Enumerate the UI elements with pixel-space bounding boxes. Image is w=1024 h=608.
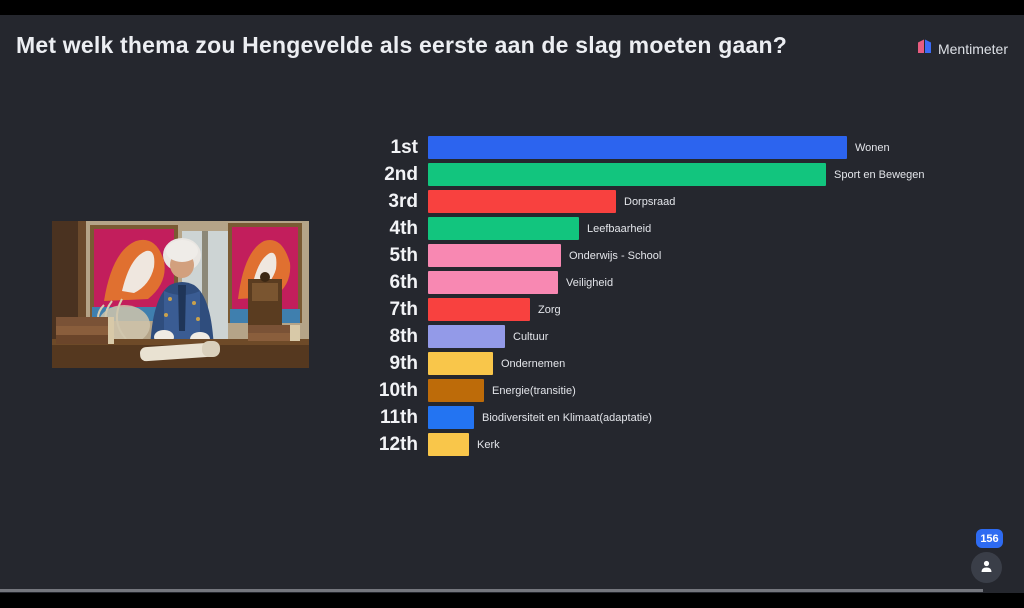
rank-label: 9th (389, 353, 419, 374)
chart-row: 5th Onderwijs - School (360, 244, 925, 267)
ranking-bar (428, 163, 826, 186)
chart-row: 3rd Dorpsraad (360, 190, 925, 213)
mentimeter-wordmark: Mentimeter (937, 41, 1008, 57)
rank-label: 2nd (384, 164, 418, 185)
rank-label: 7th (389, 299, 419, 320)
participants-count-badge: 156 (976, 529, 1003, 548)
bar-option-label: Wonen (855, 141, 890, 154)
video-progress-bar[interactable] (0, 589, 983, 592)
ranking-chart: 1st Wonen 2nd Sport en Bewegen 3rd Dorpsraad 4… (360, 136, 925, 460)
ranking-bar (428, 136, 847, 159)
mentimeter-brand: Mentimeter (917, 39, 1008, 59)
chart-row: 2nd Sport en Bewegen (360, 163, 925, 186)
chart-row: 7th Zorg (360, 298, 925, 321)
chart-row: 10th Energie(transitie) (360, 379, 925, 402)
bar-option-label: Dorpsraad (624, 195, 676, 208)
chart-row: 9th Ondernemen (360, 352, 925, 375)
participants-button[interactable] (971, 552, 1002, 583)
bar-option-label: Onderwijs - School (569, 249, 662, 262)
chart-row: 8th Cultuur (360, 325, 925, 348)
ranking-bar (428, 298, 530, 321)
bar-option-label: Zorg (538, 303, 561, 316)
bar-option-label: Sport en Bewegen (834, 168, 925, 181)
bar-option-label: Cultuur (513, 330, 549, 343)
rank-label: 4th (389, 218, 419, 239)
chart-row: 1st Wonen (360, 136, 925, 159)
bar-option-label: Leefbaarheid (587, 222, 652, 235)
slide-title: Met welk thema zou Hengevelde als eerste… (16, 32, 787, 58)
bar-option-label: Kerk (477, 438, 500, 451)
rank-label: 6th (389, 272, 419, 293)
bar-option-label: Veiligheid (566, 276, 614, 289)
rank-label: 8th (389, 326, 419, 347)
ranking-bar (428, 406, 474, 429)
ranking-bar (428, 325, 505, 348)
presenter-video-thumbnail (52, 221, 309, 368)
bar-option-label: Ondernemen (501, 357, 566, 370)
rank-label: 11th (379, 407, 418, 428)
rank-label: 3rd (388, 191, 418, 212)
rank-label: 12th (378, 434, 418, 455)
ranking-bar (428, 217, 579, 240)
chart-row: 4th Leefbaarheid (360, 217, 925, 240)
rank-label: 10th (378, 380, 418, 401)
bar-option-label: Biodiversiteit en Klimaat(adaptatie) (482, 411, 652, 424)
letterbox-top (0, 0, 1024, 15)
bar-option-label: Energie(transitie) (492, 384, 576, 397)
rank-label: 1st (390, 137, 418, 158)
chart-row: 6th Veiligheid (360, 271, 925, 294)
ranking-bar (428, 190, 616, 213)
ranking-bar (428, 352, 493, 375)
ranking-bar (428, 244, 561, 267)
ranking-bar (428, 379, 484, 402)
chart-row: 11th Biodiversiteit en Klimaat(adaptatie) (360, 406, 925, 429)
ranking-bar (428, 271, 558, 294)
person-icon (979, 559, 994, 577)
mentimeter-logo-icon (917, 39, 932, 59)
ranking-bar (428, 433, 469, 456)
chart-row: 12th Kerk (360, 433, 925, 456)
mentimeter-slide: Met welk thema zou Hengevelde als eerste… (0, 15, 1024, 593)
rank-label: 5th (389, 245, 419, 266)
presenter-illustration (52, 221, 309, 368)
letterbox-bottom (0, 593, 1024, 608)
